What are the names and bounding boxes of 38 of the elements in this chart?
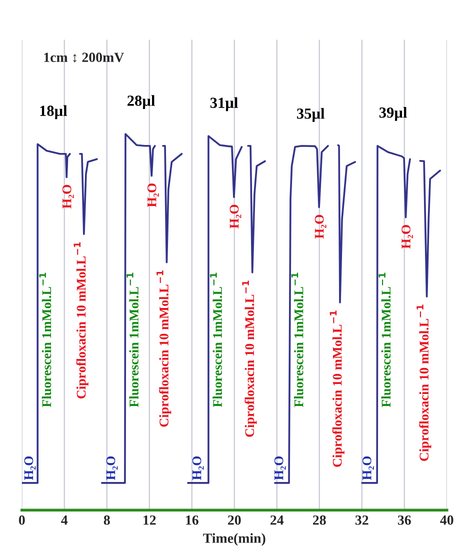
- annotation: Ciprofloxacin 10 mMol.L$^{−1}$: [330, 310, 344, 467]
- x-tick-label: 24: [270, 515, 284, 525]
- annotation: H₂O: [62, 184, 74, 208]
- annotation: H₂O: [402, 224, 413, 249]
- annotation: H₂O: [314, 214, 326, 238]
- annotation: Ciprofloxacin 10 mMol.L$^{−1}$: [242, 280, 257, 437]
- annotation: Ciprofloxacin 10 mMol.L$^{−1}$: [156, 270, 172, 427]
- annotation: Fluorescein 1mMol.L$^{−1}$: [126, 272, 139, 408]
- x-tick-label: 20: [228, 515, 241, 525]
- x-tick-label: 40: [440, 515, 454, 525]
- annotation: Fluorescein 1mMol.L$^{−1}$: [378, 272, 391, 408]
- annotation: 28µl: [128, 95, 155, 109]
- annotation: 31µl: [210, 97, 238, 112]
- x-tick-label: 0: [18, 515, 25, 525]
- annotation: H₂O: [230, 204, 242, 228]
- annotation: H₂O: [106, 456, 118, 480]
- annotation: Fluorescein 1mMol.L$^{−1}$: [291, 272, 304, 408]
- annotation: H₂O: [274, 456, 286, 480]
- x-tick-label: 36: [398, 515, 411, 525]
- annotation: H₂O: [24, 456, 36, 480]
- annotation: 39µl: [379, 106, 407, 121]
- annotation: 18µl: [40, 105, 68, 120]
- x-tick-label: 28: [313, 515, 326, 525]
- annotation: Ciprofloxacin 10 mMol.L$^{−1}$: [416, 304, 432, 461]
- annotation: H₂O: [192, 456, 204, 480]
- x-tick-label: 32: [355, 515, 368, 525]
- x-tick-label: 4: [61, 516, 68, 525]
- annotation: Fluorescein 1mMol.L$^{−1}$: [210, 272, 222, 408]
- annotation: Fluorescein 1mMol.L$^{−1}$: [39, 272, 52, 408]
- annotation: H₂O: [362, 456, 374, 480]
- x-tick-label: 16: [186, 515, 198, 525]
- text: 1cm ↕ 200mV: [44, 52, 124, 62]
- annotation: 35µl: [297, 108, 325, 122]
- annotation: Ciprofloxacin 10 mMol.L$^{−1}$: [74, 242, 88, 398]
- x-axis-title: Time(min): [203, 533, 266, 546]
- annotation: H₂O: [147, 183, 159, 208]
- x-tick-label: 8: [104, 515, 110, 525]
- x-tick-label: 12: [144, 515, 156, 525]
